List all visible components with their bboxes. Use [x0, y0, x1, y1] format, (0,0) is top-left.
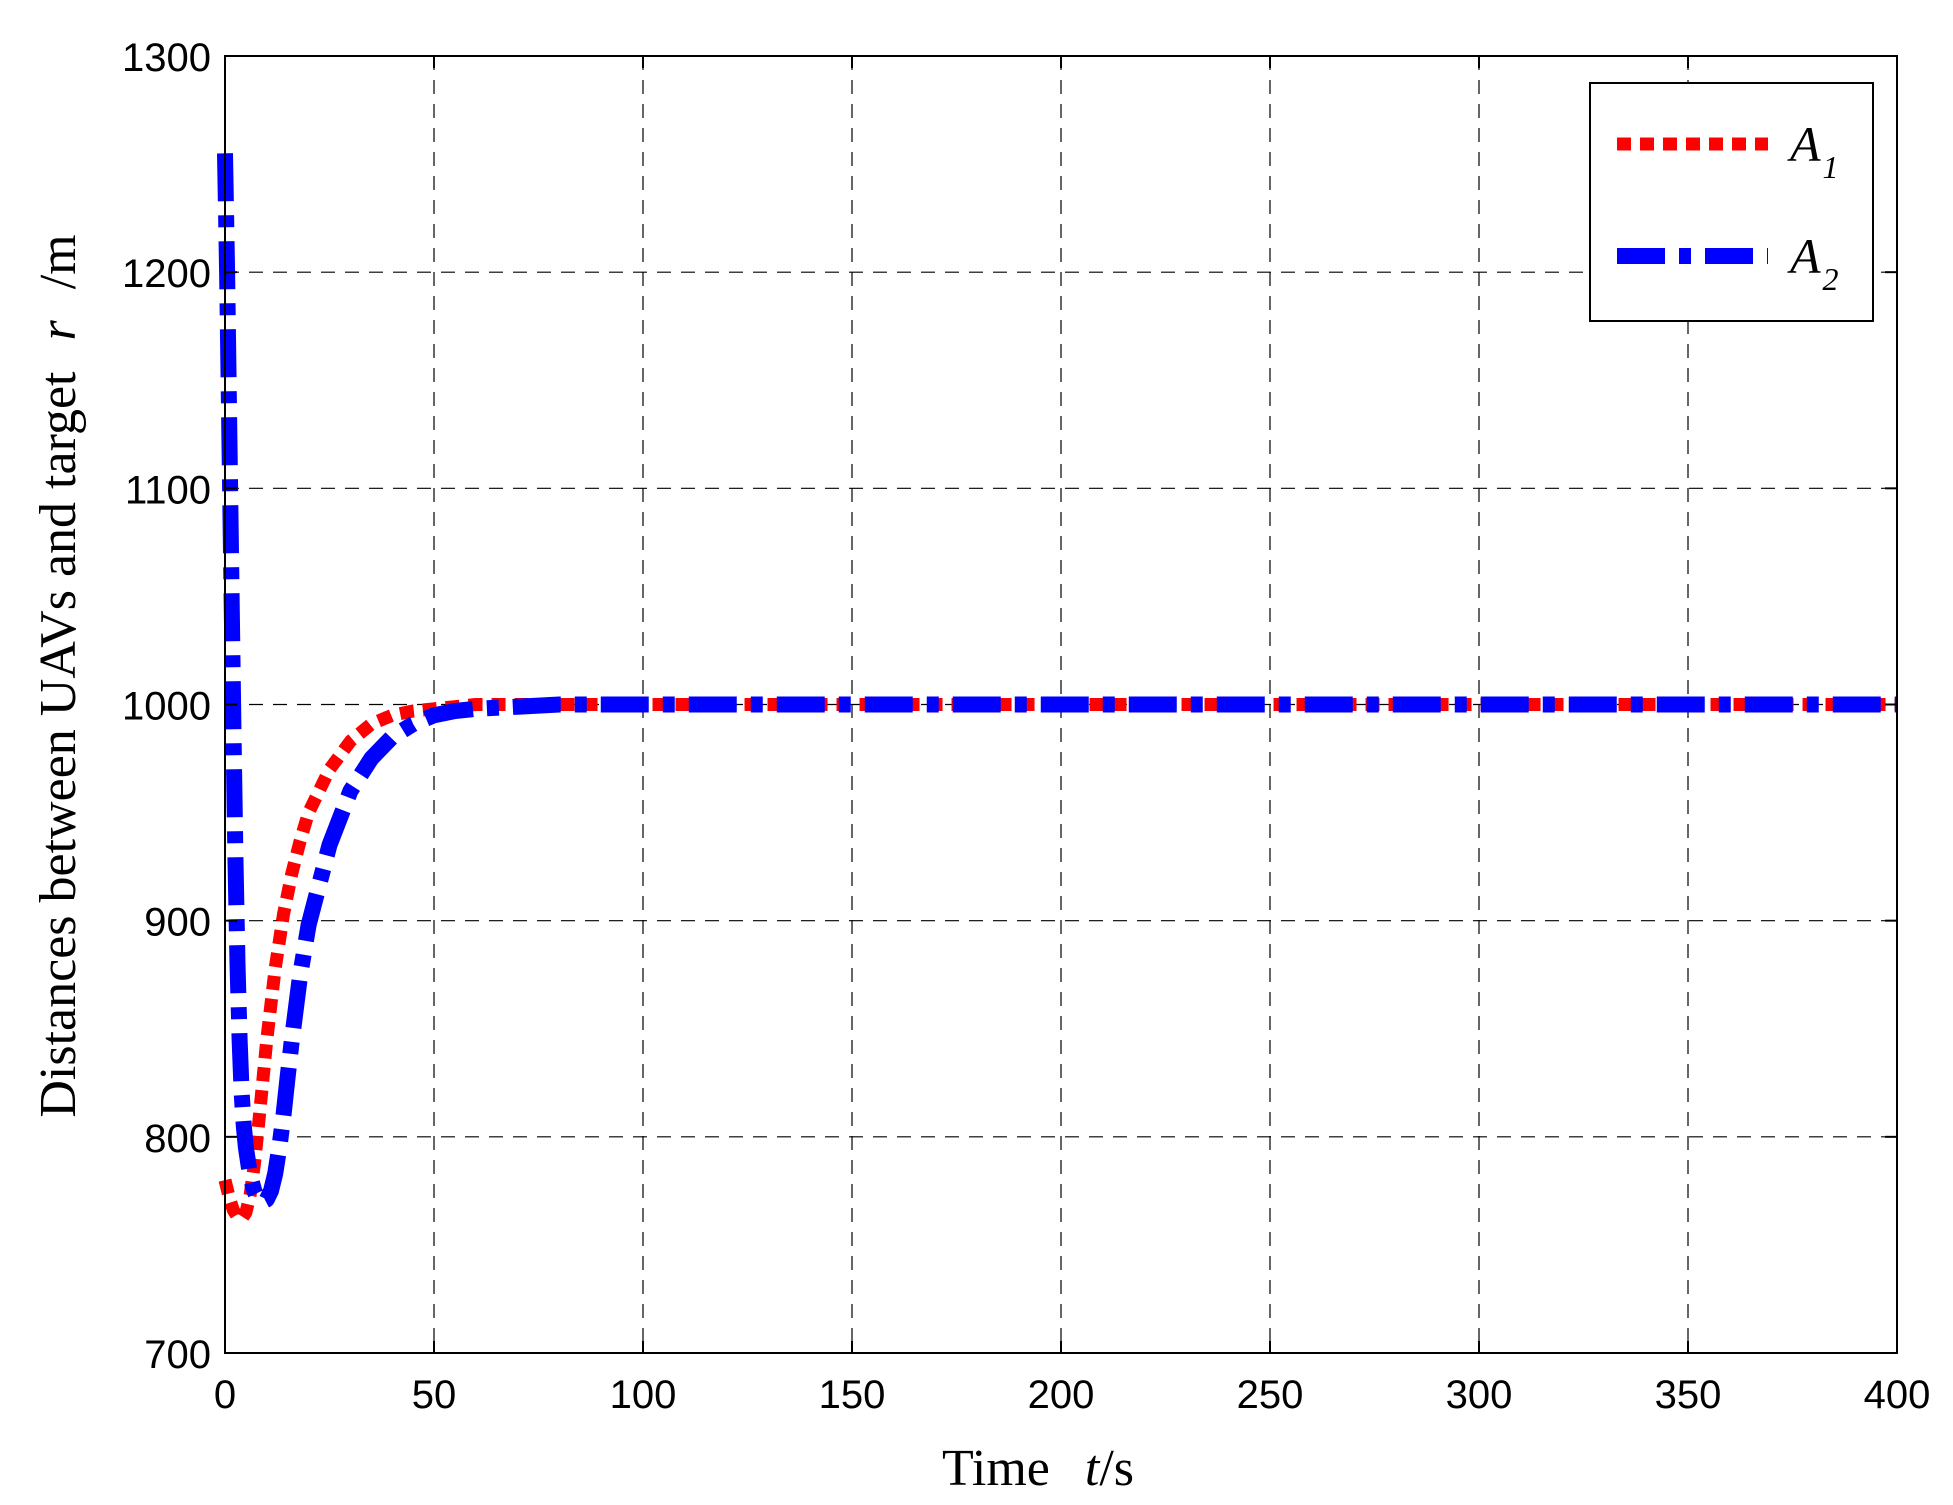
- legend: A1 A2: [1589, 82, 1874, 322]
- x-axis-label-gap: [1072, 1440, 1085, 1497]
- tick-labels: 0 50 100 150 200 250 300 350 400 700 800 900 1000 110…: [122, 36, 1930, 1417]
- y-axis-label-gap: [30, 341, 87, 354]
- series-line-a1: [218, 698, 1897, 1226]
- x-tick-label: 0: [214, 1373, 236, 1417]
- y-tick-label: 1100: [125, 468, 211, 512]
- series-line-a2: [217, 153, 1897, 1210]
- y-tick-label: 900: [144, 901, 211, 945]
- x-axis-label-text: Time: [942, 1440, 1050, 1497]
- legend-label-a1-subscript: 1: [1823, 149, 1839, 185]
- series-layer: [217, 153, 1897, 1226]
- x-tick-label: 350: [1655, 1373, 1722, 1417]
- x-tick-label: 100: [610, 1373, 677, 1417]
- legend-box: [1589, 82, 1874, 322]
- x-tick-label: 300: [1446, 1373, 1513, 1417]
- y-axis-unit: /m: [30, 234, 87, 289]
- y-tick-label: 700: [144, 1333, 211, 1377]
- y-axis-unit-gap: [30, 289, 87, 302]
- x-tick-label: 250: [1237, 1373, 1304, 1417]
- tick-marks: [224, 55, 1898, 1354]
- legend-label-a2: A2: [1787, 228, 1839, 297]
- y-axis-label-text: Distances between UAVs and target: [30, 371, 87, 1118]
- x-axis-unit: /s: [1099, 1440, 1134, 1497]
- x-tick-label: 200: [1028, 1373, 1095, 1417]
- y-axis-label: Distances between UAVs and target r /m: [30, 234, 87, 1117]
- legend-label-a2-name: A: [1787, 228, 1821, 284]
- x-axis-label: Time t/s: [942, 1440, 1134, 1497]
- y-tick-label: 800: [144, 1117, 211, 1161]
- legend-label-a2-subscript: 2: [1823, 261, 1839, 297]
- legend-label-a1-name: A: [1787, 116, 1821, 172]
- x-tick-label: 150: [819, 1373, 886, 1417]
- y-tick-label: 1000: [122, 685, 211, 729]
- x-tick-label: 400: [1864, 1373, 1931, 1417]
- x-axis-symbol: t: [1085, 1440, 1101, 1497]
- legend-label-a1: A1: [1787, 116, 1839, 185]
- x-tick-label: 50: [412, 1373, 457, 1417]
- y-tick-label: 1200: [122, 252, 211, 296]
- y-tick-label: 1300: [122, 36, 211, 80]
- y-axis-symbol: r: [30, 320, 87, 341]
